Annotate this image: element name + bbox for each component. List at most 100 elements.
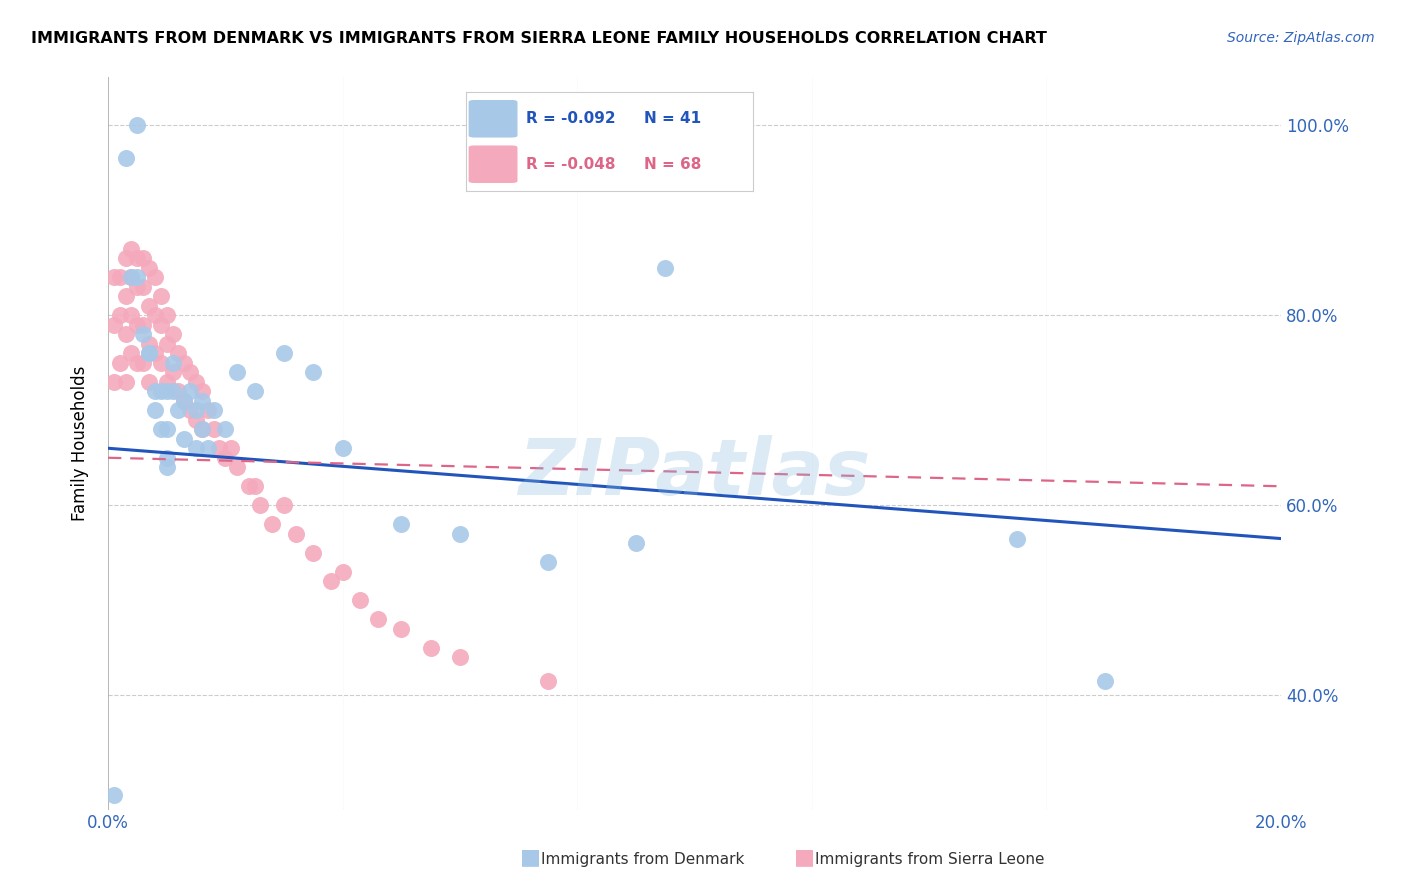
Point: [184, 403, 207, 417]
Point: [173, 393, 195, 408]
Point: [537, 555, 560, 569]
Point: [173, 432, 195, 446]
Point: [103, 270, 125, 285]
Point: [1094, 674, 1116, 689]
Point: [103, 789, 125, 803]
Point: [173, 393, 195, 408]
Point: [624, 536, 647, 550]
Point: [226, 365, 249, 379]
Point: [132, 279, 155, 293]
Point: [143, 384, 166, 399]
Point: [138, 375, 160, 389]
Y-axis label: Family Households: Family Households: [72, 366, 89, 521]
Point: [138, 346, 160, 360]
Point: [120, 270, 142, 285]
Point: [367, 612, 389, 626]
Point: [219, 442, 242, 456]
Point: [191, 384, 214, 399]
Point: [103, 375, 125, 389]
Point: [302, 546, 325, 560]
Point: [156, 308, 179, 322]
Point: [202, 422, 225, 436]
Point: [149, 318, 172, 332]
Point: [127, 279, 149, 293]
Point: [132, 327, 155, 342]
Point: [162, 356, 184, 370]
Point: [138, 336, 160, 351]
Point: [120, 346, 142, 360]
Text: Immigrants from Denmark: Immigrants from Denmark: [541, 852, 745, 867]
Point: [156, 460, 179, 475]
Point: [162, 327, 184, 342]
Point: [243, 479, 266, 493]
Point: [149, 356, 172, 370]
Point: [1005, 532, 1028, 546]
Text: ■: ■: [794, 847, 815, 867]
Point: [184, 375, 207, 389]
Point: [114, 151, 136, 165]
Point: [132, 318, 155, 332]
Point: [191, 422, 214, 436]
Point: [138, 346, 160, 360]
Point: [208, 442, 231, 456]
Point: [120, 270, 142, 285]
Point: [127, 251, 149, 265]
Point: [103, 318, 125, 332]
Point: [127, 356, 149, 370]
Point: [162, 384, 184, 399]
Point: [167, 403, 190, 417]
Point: [197, 442, 219, 456]
Point: [214, 450, 236, 465]
Point: [162, 365, 184, 379]
Point: [156, 375, 179, 389]
Point: [262, 517, 284, 532]
Point: [184, 442, 207, 456]
Point: [332, 442, 354, 456]
Point: [132, 251, 155, 265]
Text: ■: ■: [520, 847, 541, 867]
Point: [197, 403, 219, 417]
Point: [127, 118, 149, 132]
Point: [654, 260, 676, 275]
Point: [419, 640, 441, 655]
Point: [120, 242, 142, 256]
Point: [108, 270, 131, 285]
Point: [143, 270, 166, 285]
Point: [449, 526, 471, 541]
Point: [149, 384, 172, 399]
Point: [179, 365, 201, 379]
Point: [389, 622, 412, 636]
Point: [179, 403, 201, 417]
Point: [449, 650, 471, 665]
Point: [143, 403, 166, 417]
Point: [114, 289, 136, 303]
Point: [319, 574, 342, 589]
Point: [156, 450, 179, 465]
Point: [156, 422, 179, 436]
Point: [332, 565, 354, 579]
Point: [284, 526, 307, 541]
Point: [273, 498, 295, 512]
Point: [302, 365, 325, 379]
Point: [537, 674, 560, 689]
Point: [389, 517, 412, 532]
Point: [149, 289, 172, 303]
Point: [191, 422, 214, 436]
Point: [156, 336, 179, 351]
Point: [167, 346, 190, 360]
Point: [179, 384, 201, 399]
Point: [349, 593, 371, 607]
Text: Source: ZipAtlas.com: Source: ZipAtlas.com: [1227, 31, 1375, 45]
Point: [191, 393, 214, 408]
Point: [173, 356, 195, 370]
Point: [127, 318, 149, 332]
Text: ZIPatlas: ZIPatlas: [519, 434, 870, 511]
Point: [202, 403, 225, 417]
Text: Immigrants from Sierra Leone: Immigrants from Sierra Leone: [815, 852, 1045, 867]
Point: [127, 270, 149, 285]
Point: [114, 375, 136, 389]
Point: [138, 299, 160, 313]
Point: [108, 356, 131, 370]
Point: [143, 346, 166, 360]
Point: [243, 384, 266, 399]
